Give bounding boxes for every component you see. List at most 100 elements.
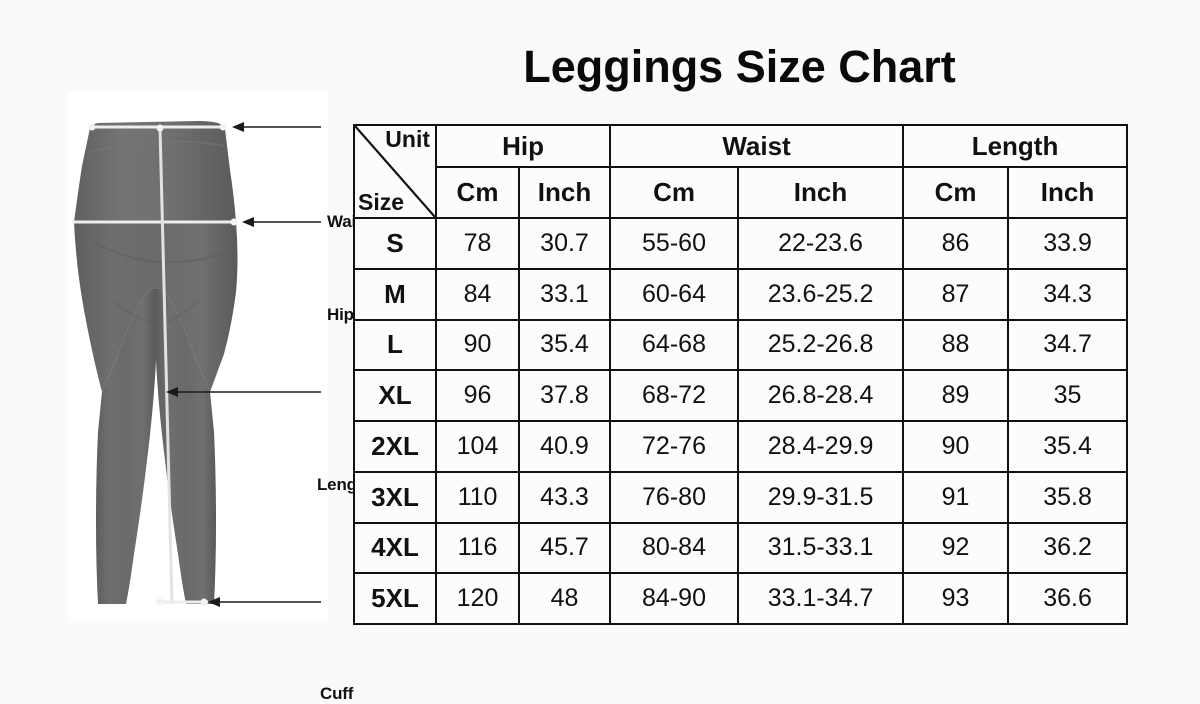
table-row: M 84 33.1 60-64 23.6-25.2 87 34.3 bbox=[353, 267, 1129, 321]
cell-size: 4XL bbox=[353, 521, 437, 575]
unit-header-length-inch: Inch bbox=[1007, 166, 1129, 219]
cuff-endpoint bbox=[156, 598, 164, 606]
cuff-arrowhead bbox=[208, 597, 220, 607]
cell-hip-inch: 40.9 bbox=[517, 420, 612, 473]
unit-header-hip-cm: Cm bbox=[435, 166, 520, 219]
cell-waist-inch: 26.8-28.4 bbox=[737, 369, 905, 422]
cell-length-cm: 91 bbox=[902, 470, 1010, 524]
table-header-row-groups: Unit Size Hip Waist Length bbox=[353, 124, 1129, 219]
table-row: XL 96 37.8 68-72 26.8-28.4 89 35 bbox=[353, 369, 1129, 422]
cell-hip-inch: 45.7 bbox=[517, 521, 612, 575]
cell-length-inch: 34.7 bbox=[1007, 318, 1129, 372]
cell-hip-cm: 90 bbox=[435, 318, 520, 372]
size-chart-table-container: Unit Size Hip Waist Length Cm Inch Cm In… bbox=[353, 124, 1129, 625]
fabric-crease bbox=[113, 301, 157, 325]
cuff-endpoint bbox=[200, 598, 208, 606]
size-chart-table: Unit Size Hip Waist Length Cm Inch Cm In… bbox=[353, 124, 1129, 625]
hips-arrowhead bbox=[242, 217, 254, 227]
corner-unit-label: Unit bbox=[385, 126, 430, 152]
table-header-row-units: Cm Inch Cm Inch Cm Inch bbox=[354, 166, 1129, 219]
cell-waist-inch: 23.6-25.2 bbox=[737, 267, 905, 321]
cell-hip-inch: 48 bbox=[517, 572, 612, 625]
cell-hip-inch: 30.7 bbox=[517, 217, 612, 270]
table-row: 2XL 104 40.9 72-76 28.4-29.9 90 35.4 bbox=[353, 420, 1129, 473]
cell-hip-cm: 104 bbox=[435, 420, 520, 473]
leggings-diagram bbox=[72, 121, 321, 607]
label-cuff: Cuff bbox=[320, 684, 354, 703]
table-body: S 78 30.7 55-60 22-23.6 86 33.9 M 84 33.… bbox=[353, 217, 1129, 625]
corner-header-cell: Unit Size bbox=[353, 124, 437, 219]
page-title: Leggings Size Chart bbox=[523, 41, 956, 92]
table-row: 3XL 110 43.3 76-80 29.9-31.5 91 35.8 bbox=[353, 470, 1129, 524]
cell-waist-cm: 64-68 bbox=[609, 318, 740, 372]
cell-hip-inch: 35.4 bbox=[517, 318, 612, 372]
cell-size: 3XL bbox=[353, 470, 437, 524]
corner-size-label: Size bbox=[358, 188, 405, 215]
cell-waist-inch: 25.2-26.8 bbox=[737, 318, 905, 372]
cell-waist-inch: 29.9-31.5 bbox=[737, 470, 905, 524]
length-measure-line bbox=[158, 126, 174, 605]
group-header-hip: Hip bbox=[434, 124, 612, 168]
group-header-waist: Waist bbox=[609, 124, 905, 168]
cell-hip-cm: 116 bbox=[435, 521, 520, 575]
illustration-panel: Waist Hips Length Cuff bbox=[68, 92, 373, 703]
cell-size: XL bbox=[353, 369, 437, 422]
cell-waist-inch: 33.1-34.7 bbox=[737, 572, 905, 625]
cell-waist-cm: 55-60 bbox=[609, 217, 740, 270]
cell-waist-cm: 80-84 bbox=[609, 521, 740, 575]
cell-waist-inch: 28.4-29.9 bbox=[737, 420, 905, 473]
cell-size: M bbox=[353, 267, 437, 321]
table-row: 5XL 120 48 84-90 33.1-34.7 93 36.6 bbox=[353, 572, 1129, 625]
cell-hip-cm: 84 bbox=[435, 267, 520, 321]
unit-header-length-cm: Cm bbox=[902, 166, 1010, 219]
cell-hip-inch: 43.3 bbox=[517, 470, 612, 524]
cell-waist-cm: 76-80 bbox=[609, 470, 740, 524]
cell-hip-inch: 33.1 bbox=[517, 267, 612, 321]
table-row: 4XL 116 45.7 80-84 31.5-33.1 92 36.2 bbox=[353, 521, 1129, 575]
cell-waist-cm: 84-90 bbox=[609, 572, 740, 625]
cell-length-cm: 90 bbox=[902, 420, 1010, 473]
waist-endpoint bbox=[219, 123, 227, 131]
cell-length-inch: 34.3 bbox=[1007, 267, 1129, 321]
cell-size: L bbox=[353, 318, 437, 372]
cell-length-inch: 35.8 bbox=[1007, 470, 1129, 524]
cell-length-cm: 93 bbox=[902, 572, 1010, 625]
cell-length-cm: 86 bbox=[902, 217, 1010, 270]
cell-waist-cm: 60-64 bbox=[609, 267, 740, 321]
cell-hip-cm: 78 bbox=[435, 217, 520, 270]
cell-length-cm: 87 bbox=[902, 267, 1010, 321]
cell-size: 5XL bbox=[353, 572, 437, 625]
leggings-left-leg bbox=[96, 288, 156, 604]
cell-hip-inch: 37.8 bbox=[517, 369, 612, 422]
cell-size: 2XL bbox=[353, 420, 437, 473]
cell-length-cm: 88 bbox=[902, 318, 1010, 372]
group-header-length: Length bbox=[902, 124, 1129, 168]
cell-length-inch: 35 bbox=[1007, 369, 1129, 422]
waist-arrowhead bbox=[232, 122, 244, 132]
cell-hip-cm: 110 bbox=[435, 470, 520, 524]
leggings-right-leg bbox=[156, 288, 216, 604]
cell-length-cm: 89 bbox=[902, 369, 1010, 422]
leggings-waistband bbox=[74, 121, 236, 222]
fabric-crease bbox=[157, 299, 201, 327]
cell-hip-cm: 96 bbox=[435, 369, 520, 422]
unit-header-waist-inch: Inch bbox=[737, 166, 905, 219]
cell-waist-cm: 68-72 bbox=[609, 369, 740, 422]
cell-length-inch: 35.4 bbox=[1007, 420, 1129, 473]
length-arrowhead bbox=[166, 387, 178, 397]
leggings-hip bbox=[74, 222, 238, 392]
cell-length-cm: 92 bbox=[902, 521, 1010, 575]
waist-endpoint bbox=[88, 123, 96, 131]
fabric-crease bbox=[93, 241, 233, 264]
cell-size: S bbox=[353, 217, 437, 270]
cell-hip-cm: 120 bbox=[435, 572, 520, 625]
table-header: Unit Size Hip Waist Length Cm Inch Cm In… bbox=[353, 124, 1129, 219]
length-endpoint bbox=[156, 124, 164, 132]
cell-length-inch: 36.6 bbox=[1007, 572, 1129, 625]
fabric-crease bbox=[87, 141, 225, 153]
cell-waist-inch: 31.5-33.1 bbox=[737, 521, 905, 575]
cell-length-inch: 36.2 bbox=[1007, 521, 1129, 575]
table-row: L 90 35.4 64-68 25.2-26.8 88 34.7 bbox=[353, 318, 1129, 372]
cell-waist-inch: 22-23.6 bbox=[737, 217, 905, 270]
cell-length-inch: 33.9 bbox=[1007, 217, 1129, 270]
